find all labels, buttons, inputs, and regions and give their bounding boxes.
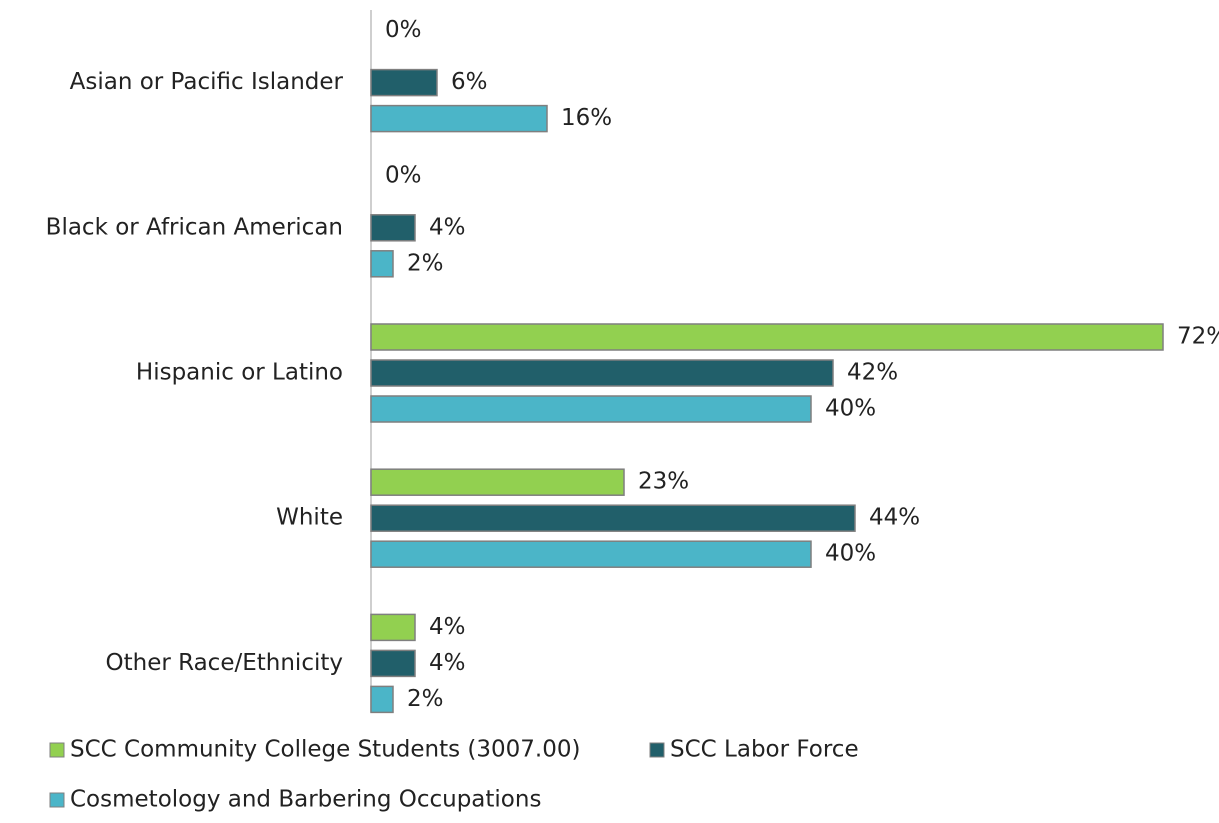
data-label: 6%: [451, 69, 488, 95]
data-label: 4%: [429, 650, 466, 676]
bar: [370, 468, 625, 496]
legend-swatch: [49, 792, 65, 808]
bar: [370, 104, 548, 133]
data-label: 23%: [638, 469, 689, 495]
data-label: 72%: [1177, 324, 1219, 350]
bar: [370, 395, 812, 423]
legend-swatch: [649, 742, 665, 758]
bar: [370, 540, 812, 568]
data-label: 4%: [429, 214, 466, 240]
data-label: 2%: [407, 250, 444, 276]
data-label: 40%: [825, 541, 876, 567]
bar: [370, 250, 394, 278]
bar: [370, 214, 416, 242]
data-label: 42%: [847, 360, 898, 386]
bar: [370, 685, 394, 714]
legend-label: SCC Labor Force: [670, 737, 859, 763]
bar: [370, 613, 416, 642]
legend-swatch: [49, 742, 65, 758]
bar: [370, 649, 416, 678]
data-label: 4%: [429, 614, 466, 640]
data-label: 40%: [825, 396, 876, 422]
data-label: 2%: [407, 686, 444, 712]
category-label: Other Race/Ethnicity: [106, 650, 344, 676]
bar: [370, 323, 1164, 351]
category-label: White: [276, 505, 343, 531]
category-label: Asian or Pacific Islander: [70, 69, 344, 95]
bar: [370, 504, 856, 532]
category-label: Hispanic or Latino: [136, 360, 343, 386]
data-label: 16%: [561, 105, 612, 131]
category-label: Black or African American: [46, 214, 343, 240]
legend-label: Cosmetology and Barbering Occupations: [70, 787, 541, 813]
data-label: 44%: [869, 505, 920, 531]
legend-label: SCC Community College Students (3007.00): [70, 737, 580, 763]
data-label: 0%: [385, 17, 422, 43]
data-label: 0%: [385, 162, 422, 188]
bar: [370, 359, 834, 387]
bar: [370, 68, 438, 97]
